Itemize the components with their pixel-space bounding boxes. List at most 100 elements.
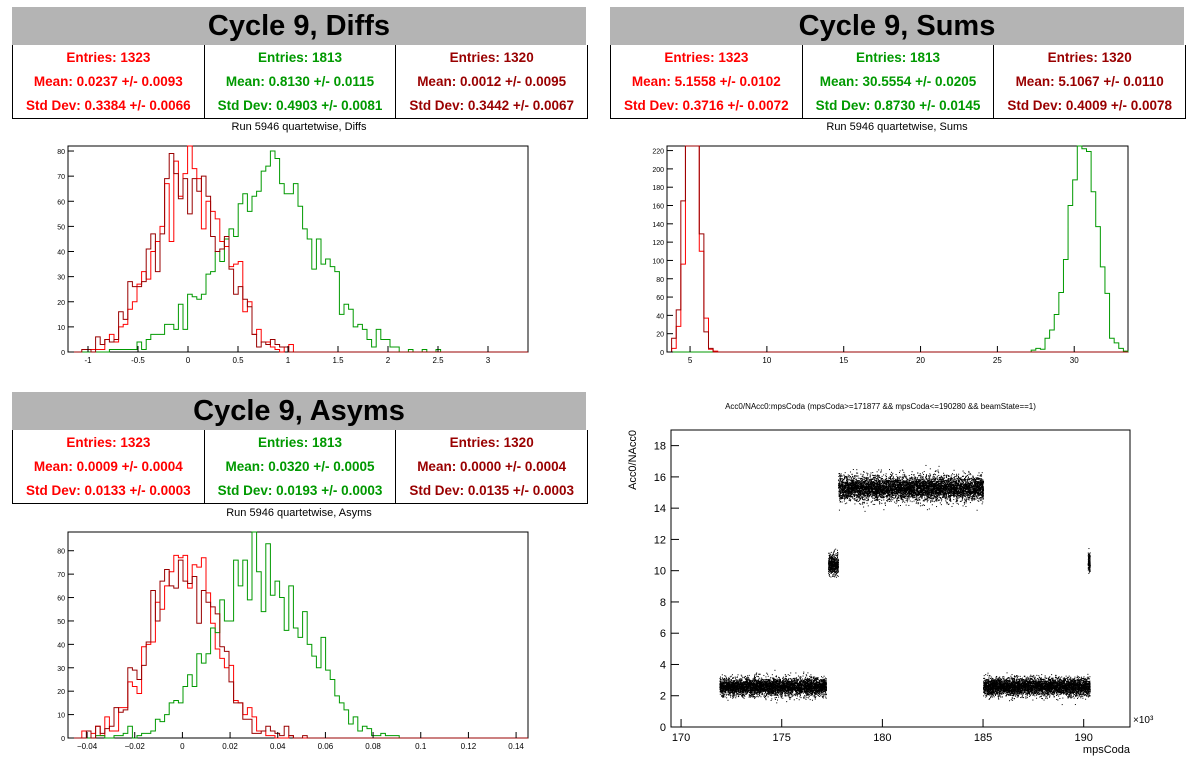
std-text: Std Dev: 0.4009 +/- 0.0078 (1007, 98, 1173, 113)
std-text: Std Dev: 0.0193 +/- 0.0003 (217, 483, 383, 498)
std-text: Std Dev: 0.0133 +/- 0.0003 (25, 483, 191, 498)
asyms-stat-green: Entries: 1813 Mean: 0.0320 +/- 0.0005 St… (203, 430, 396, 504)
y-tick-label: 20 (57, 300, 65, 307)
scatter-cluster-1 (828, 548, 840, 578)
sums-histogram: 5 10 15 20 25 30 0 20 40 60 80 100 120 140 160 180 200 22… (652, 145, 1129, 365)
x-tick-label: 1 (286, 356, 291, 365)
sums-stat-darkred: Entries: 1320 Mean: 5.1067 +/- 0.0110 St… (993, 45, 1186, 119)
x-axis-label: mpsCoda (1083, 744, 1131, 756)
diffs-stat-red: Entries: 1323 Mean: 0.0237 +/- 0.0093 St… (13, 45, 204, 119)
y-tick-label: 0 (61, 736, 65, 743)
x-tick-label: 0.1 (415, 742, 427, 751)
asyms-stat-red: Entries: 1323 Mean: 0.0009 +/- 0.0004 St… (13, 430, 204, 504)
asyms-stats: Entries: 1323 Mean: 0.0009 +/- 0.0004 St… (12, 430, 588, 504)
x-tick-label: 25 (993, 356, 1002, 365)
y-tick-label: 20 (57, 689, 65, 696)
mean-text: Mean: 0.0320 +/- 0.0005 (225, 459, 375, 474)
asyms-run-title: Run 5946 quartetwise, Asyms (226, 507, 372, 519)
x-tick-label: −0.02 (125, 742, 146, 751)
x-tick-label: -1 (84, 356, 92, 365)
y-tick-label: 60 (57, 596, 65, 603)
y-axis-label: Acc0/NAcc0 (627, 430, 639, 490)
sums-stats: Entries: 1323 Mean: 5.1558 +/- 0.0102 St… (610, 45, 1186, 119)
diffs-stats: Entries: 1323 Mean: 0.0237 +/- 0.0093 St… (12, 45, 588, 119)
mean-text: Mean: 30.5554 +/- 0.0205 (819, 74, 977, 89)
x-tick-label: 190 (1075, 732, 1093, 744)
y-tick-label: 80 (656, 277, 664, 284)
plot-frame (67, 145, 529, 353)
x-tick-label: -0.5 (131, 356, 145, 365)
plot-frame (666, 145, 1129, 353)
x-tick-label: 0.06 (318, 742, 334, 751)
x-tick-label: 15 (839, 356, 848, 365)
y-tick-label: 10 (654, 566, 666, 578)
y-tick-label: 200 (652, 167, 664, 174)
entries-text: Entries: 1813 (257, 435, 343, 450)
std-text: Std Dev: 0.8730 +/- 0.0145 (815, 98, 981, 113)
x-tick-label: 0.12 (461, 742, 477, 751)
y-tick-label: 8 (660, 597, 666, 609)
y-tick-label: 50 (57, 224, 65, 231)
y-tick-label: 2 (660, 691, 666, 703)
entries-text: Entries: 1320 (449, 435, 534, 450)
x-tick-label: 2.5 (432, 356, 444, 365)
histogram-series-2 (667, 145, 1128, 353)
sums-stat-green: Entries: 1813 Mean: 30.5554 +/- 0.0205 S… (801, 45, 994, 119)
mean-text: Mean: 5.1558 +/- 0.0102 (631, 74, 781, 89)
y-tick-label: 60 (57, 199, 65, 206)
diffs-run-title: Run 5946 quartetwise, Diffs (231, 121, 367, 133)
scatter-cluster-2 (838, 464, 985, 512)
y-tick-label: 0 (61, 350, 65, 357)
entries-text: Entries: 1320 (449, 50, 534, 65)
entries-text: Entries: 1323 (66, 435, 151, 450)
y-tick-label: 140 (652, 222, 664, 229)
histogram-series-2 (68, 153, 528, 353)
sums-stat-red: Entries: 1323 Mean: 5.1558 +/- 0.0102 St… (611, 45, 802, 119)
y-tick-label: 70 (57, 572, 65, 579)
asyms-title: Cycle 9, Asyms (12, 392, 586, 431)
y-tick-label: 4 (660, 659, 666, 671)
y-tick-label: 0 (660, 350, 664, 357)
x-multiplier: ×10³ (1133, 715, 1154, 726)
y-tick-label: 60 (656, 295, 664, 302)
y-tick-label: 180 (652, 185, 664, 192)
x-tick-label: 10 (762, 356, 771, 365)
x-tick-label: 0.5 (232, 356, 244, 365)
x-tick-label: 0.14 (508, 742, 524, 751)
y-tick-label: 10 (57, 713, 65, 720)
mean-text: Mean: 0.0237 +/- 0.0093 (33, 74, 183, 89)
sums-title: Cycle 9, Sums (610, 7, 1184, 46)
entries-text: Entries: 1323 (66, 50, 151, 65)
std-text: Std Dev: 0.4903 +/- 0.0081 (217, 98, 383, 113)
x-tick-label: 5 (688, 356, 693, 365)
entries-text: Entries: 1813 (257, 50, 343, 65)
x-tick-label: 2 (386, 356, 391, 365)
x-tick-label: 185 (974, 732, 992, 744)
y-tick-label: 120 (652, 240, 664, 247)
x-tick-label: −0.04 (77, 742, 98, 751)
y-tick-label: 160 (652, 204, 664, 211)
x-tick-label: 0.02 (222, 742, 238, 751)
y-tick-label: 40 (656, 313, 664, 320)
y-tick-label: 20 (656, 332, 664, 339)
scatter-cluster-3 (983, 672, 1091, 706)
entries-text: Entries: 1813 (855, 50, 941, 65)
y-tick-label: 70 (57, 174, 65, 181)
x-tick-label: 175 (773, 732, 791, 744)
x-tick-label: 20 (916, 356, 925, 365)
x-tick-label: 30 (1070, 356, 1079, 365)
x-tick-label: 0.04 (270, 742, 286, 751)
histogram-series-1 (68, 150, 528, 353)
std-text: Std Dev: 0.3442 +/- 0.0067 (409, 98, 575, 113)
y-tick-label: 40 (57, 642, 65, 649)
histogram-series-2 (68, 559, 528, 739)
y-tick-label: 14 (654, 503, 666, 515)
y-tick-label: 16 (654, 472, 666, 484)
y-tick-label: 50 (57, 619, 65, 626)
asyms-stat-darkred: Entries: 1320 Mean: 0.0000 +/- 0.0004 St… (395, 430, 588, 504)
mean-text: Mean: 0.0012 +/- 0.0095 (417, 74, 567, 89)
y-tick-label: 12 (654, 534, 666, 546)
mean-text: Mean: 0.8130 +/- 0.0115 (225, 74, 375, 89)
scatter-cluster-0 (719, 669, 827, 704)
